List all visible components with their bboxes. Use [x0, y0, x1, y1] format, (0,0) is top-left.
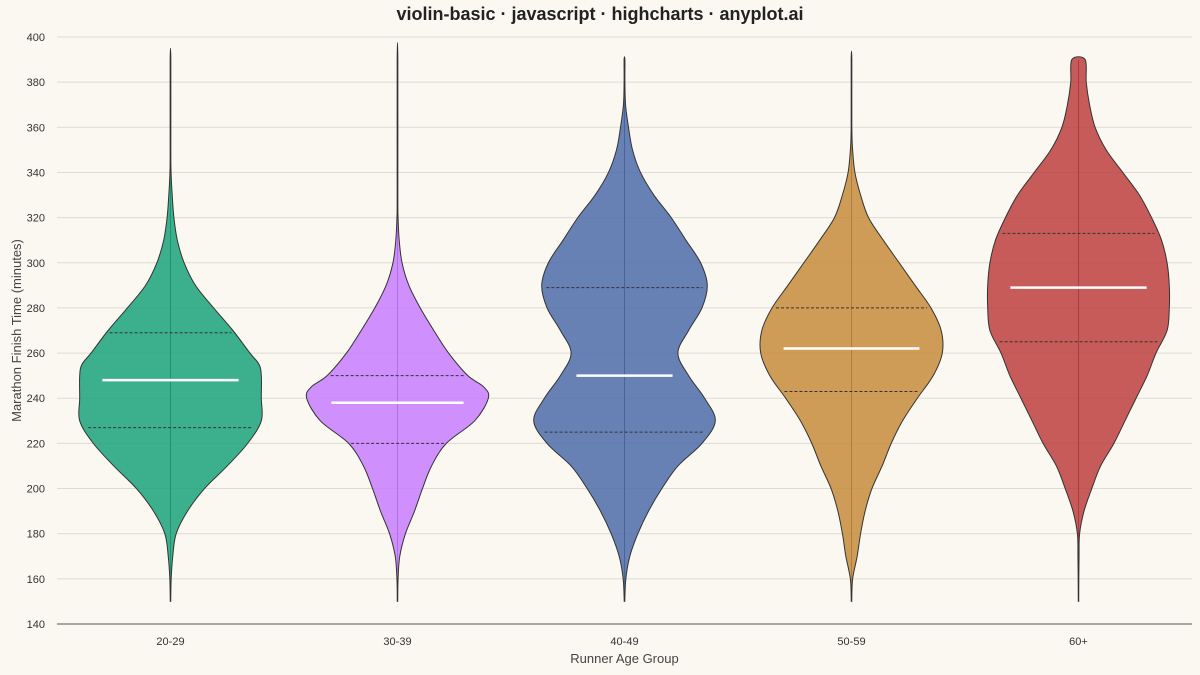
y-tick-label: 260	[27, 348, 45, 360]
x-tick-label: 60+	[1069, 636, 1088, 648]
y-tick-label: 140	[27, 619, 45, 631]
y-tick-label: 160	[27, 574, 45, 586]
x-tick-label: 20-29	[156, 636, 184, 648]
violin-body	[986, 56, 1171, 602]
violin-body	[759, 50, 944, 602]
y-tick-label: 280	[27, 303, 45, 315]
y-tick-label: 340	[27, 167, 45, 179]
y-tick-label: 320	[27, 213, 45, 225]
y-tick-label: 240	[27, 393, 45, 405]
chart-title: violin-basic · javascript · highcharts ·…	[396, 4, 804, 24]
y-tick-label: 360	[27, 122, 45, 134]
y-tick-label: 380	[27, 77, 45, 89]
violin-body	[533, 56, 716, 602]
x-tick-label: 50-59	[837, 636, 865, 648]
x-tick-label: 40-49	[610, 636, 638, 648]
y-tick-label: 220	[27, 438, 45, 450]
violin-body	[78, 47, 263, 602]
x-tick-label: 30-39	[383, 636, 411, 648]
y-tick-label: 400	[27, 32, 45, 44]
y-tick-label: 300	[27, 258, 45, 270]
y-tick-label: 200	[27, 484, 45, 496]
x-axis-title: Runner Age Group	[570, 651, 678, 666]
y-tick-label: 180	[27, 529, 45, 541]
y-axis-title: Marathon Finish Time (minutes)	[9, 239, 24, 422]
violin-body	[305, 42, 490, 602]
